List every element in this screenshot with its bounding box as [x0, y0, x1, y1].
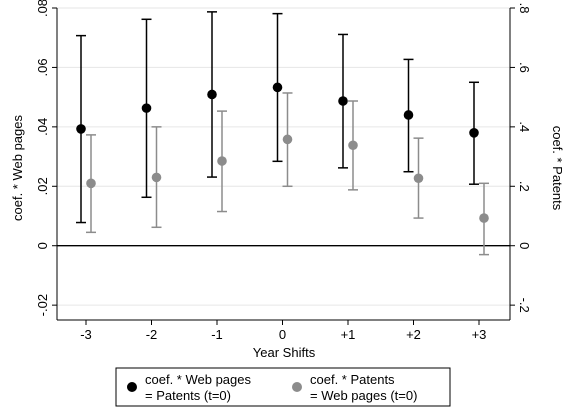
x-tick-label-3: 0: [279, 327, 286, 342]
y-axis-left-title: coef. * Web pages: [10, 115, 25, 221]
series-1-point-3: [282, 134, 293, 145]
series-0-point-1: [141, 103, 152, 113]
series-0-point-2: [207, 89, 217, 100]
series-1-point-6: [479, 213, 489, 223]
x-tick-label-4: +1: [341, 327, 356, 342]
legend: coef. * Web pages = Patents (t=0) coef. …: [115, 367, 451, 407]
x-tick-label-6: +3: [472, 327, 487, 342]
right-tick-label-1: 0: [517, 242, 532, 249]
x-tick-label-5: +2: [406, 327, 421, 342]
x-tick-label-1: -2: [146, 327, 158, 342]
series-1-point-0: [86, 178, 96, 189]
series-1-point-2: [217, 156, 227, 166]
right-y-axis: -.2 0 .2 .4 .6 .8: [509, 3, 532, 320]
x-axis-title: Year Shifts: [253, 345, 316, 360]
series-0-point-5: [403, 110, 414, 120]
right-tick-label-3: .4: [517, 121, 532, 132]
left-tick-label-1: 0: [35, 242, 50, 249]
legend-marker-patents: [292, 382, 302, 392]
y-axis-right-title: coef. * Patents: [550, 126, 565, 211]
series-0-point-4: [338, 96, 348, 106]
left-tick-label-4: .06: [35, 58, 50, 76]
right-tick-label-2: .2: [517, 181, 532, 192]
right-tick-label-4: .6: [517, 62, 532, 73]
left-tick-label-0: -.02: [35, 294, 50, 316]
series-layer: [76, 11, 489, 256]
series-1-point-1: [151, 172, 162, 183]
left-tick-label-3: .04: [35, 118, 50, 136]
legend-label-web-pages-line2: = Patents (t=0): [145, 388, 231, 403]
series-0: [76, 11, 479, 224]
series-0-point-3: [272, 82, 283, 93]
left-tick-label-2: .02: [35, 177, 50, 195]
series-1: [86, 92, 489, 256]
x-tick-label-0: -3: [80, 327, 92, 342]
left-y-axis: -.02 0 .02 .04 .06 .08: [35, 0, 58, 320]
right-tick-label-0: -.2: [517, 298, 532, 313]
series-1-point-4: [348, 140, 358, 151]
x-axis: -3 -2 -1 0 +1 +2 +3: [57, 319, 510, 342]
legend-label-patents-line2: = Web pages (t=0): [310, 388, 417, 403]
right-tick-label-5: .8: [517, 3, 532, 14]
legend-marker-web-pages: [127, 382, 137, 392]
series-0-point-0: [76, 124, 86, 134]
series-0-point-6: [469, 128, 479, 138]
left-tick-label-5: .08: [35, 0, 50, 17]
series-1-point-5: [413, 173, 424, 184]
legend-label-web-pages-line1: coef. * Web pages: [145, 372, 251, 387]
legend-label-patents-line1: coef. * Patents: [310, 372, 395, 387]
legend-box: [115, 367, 451, 407]
x-tick-label-2: -1: [211, 327, 223, 342]
